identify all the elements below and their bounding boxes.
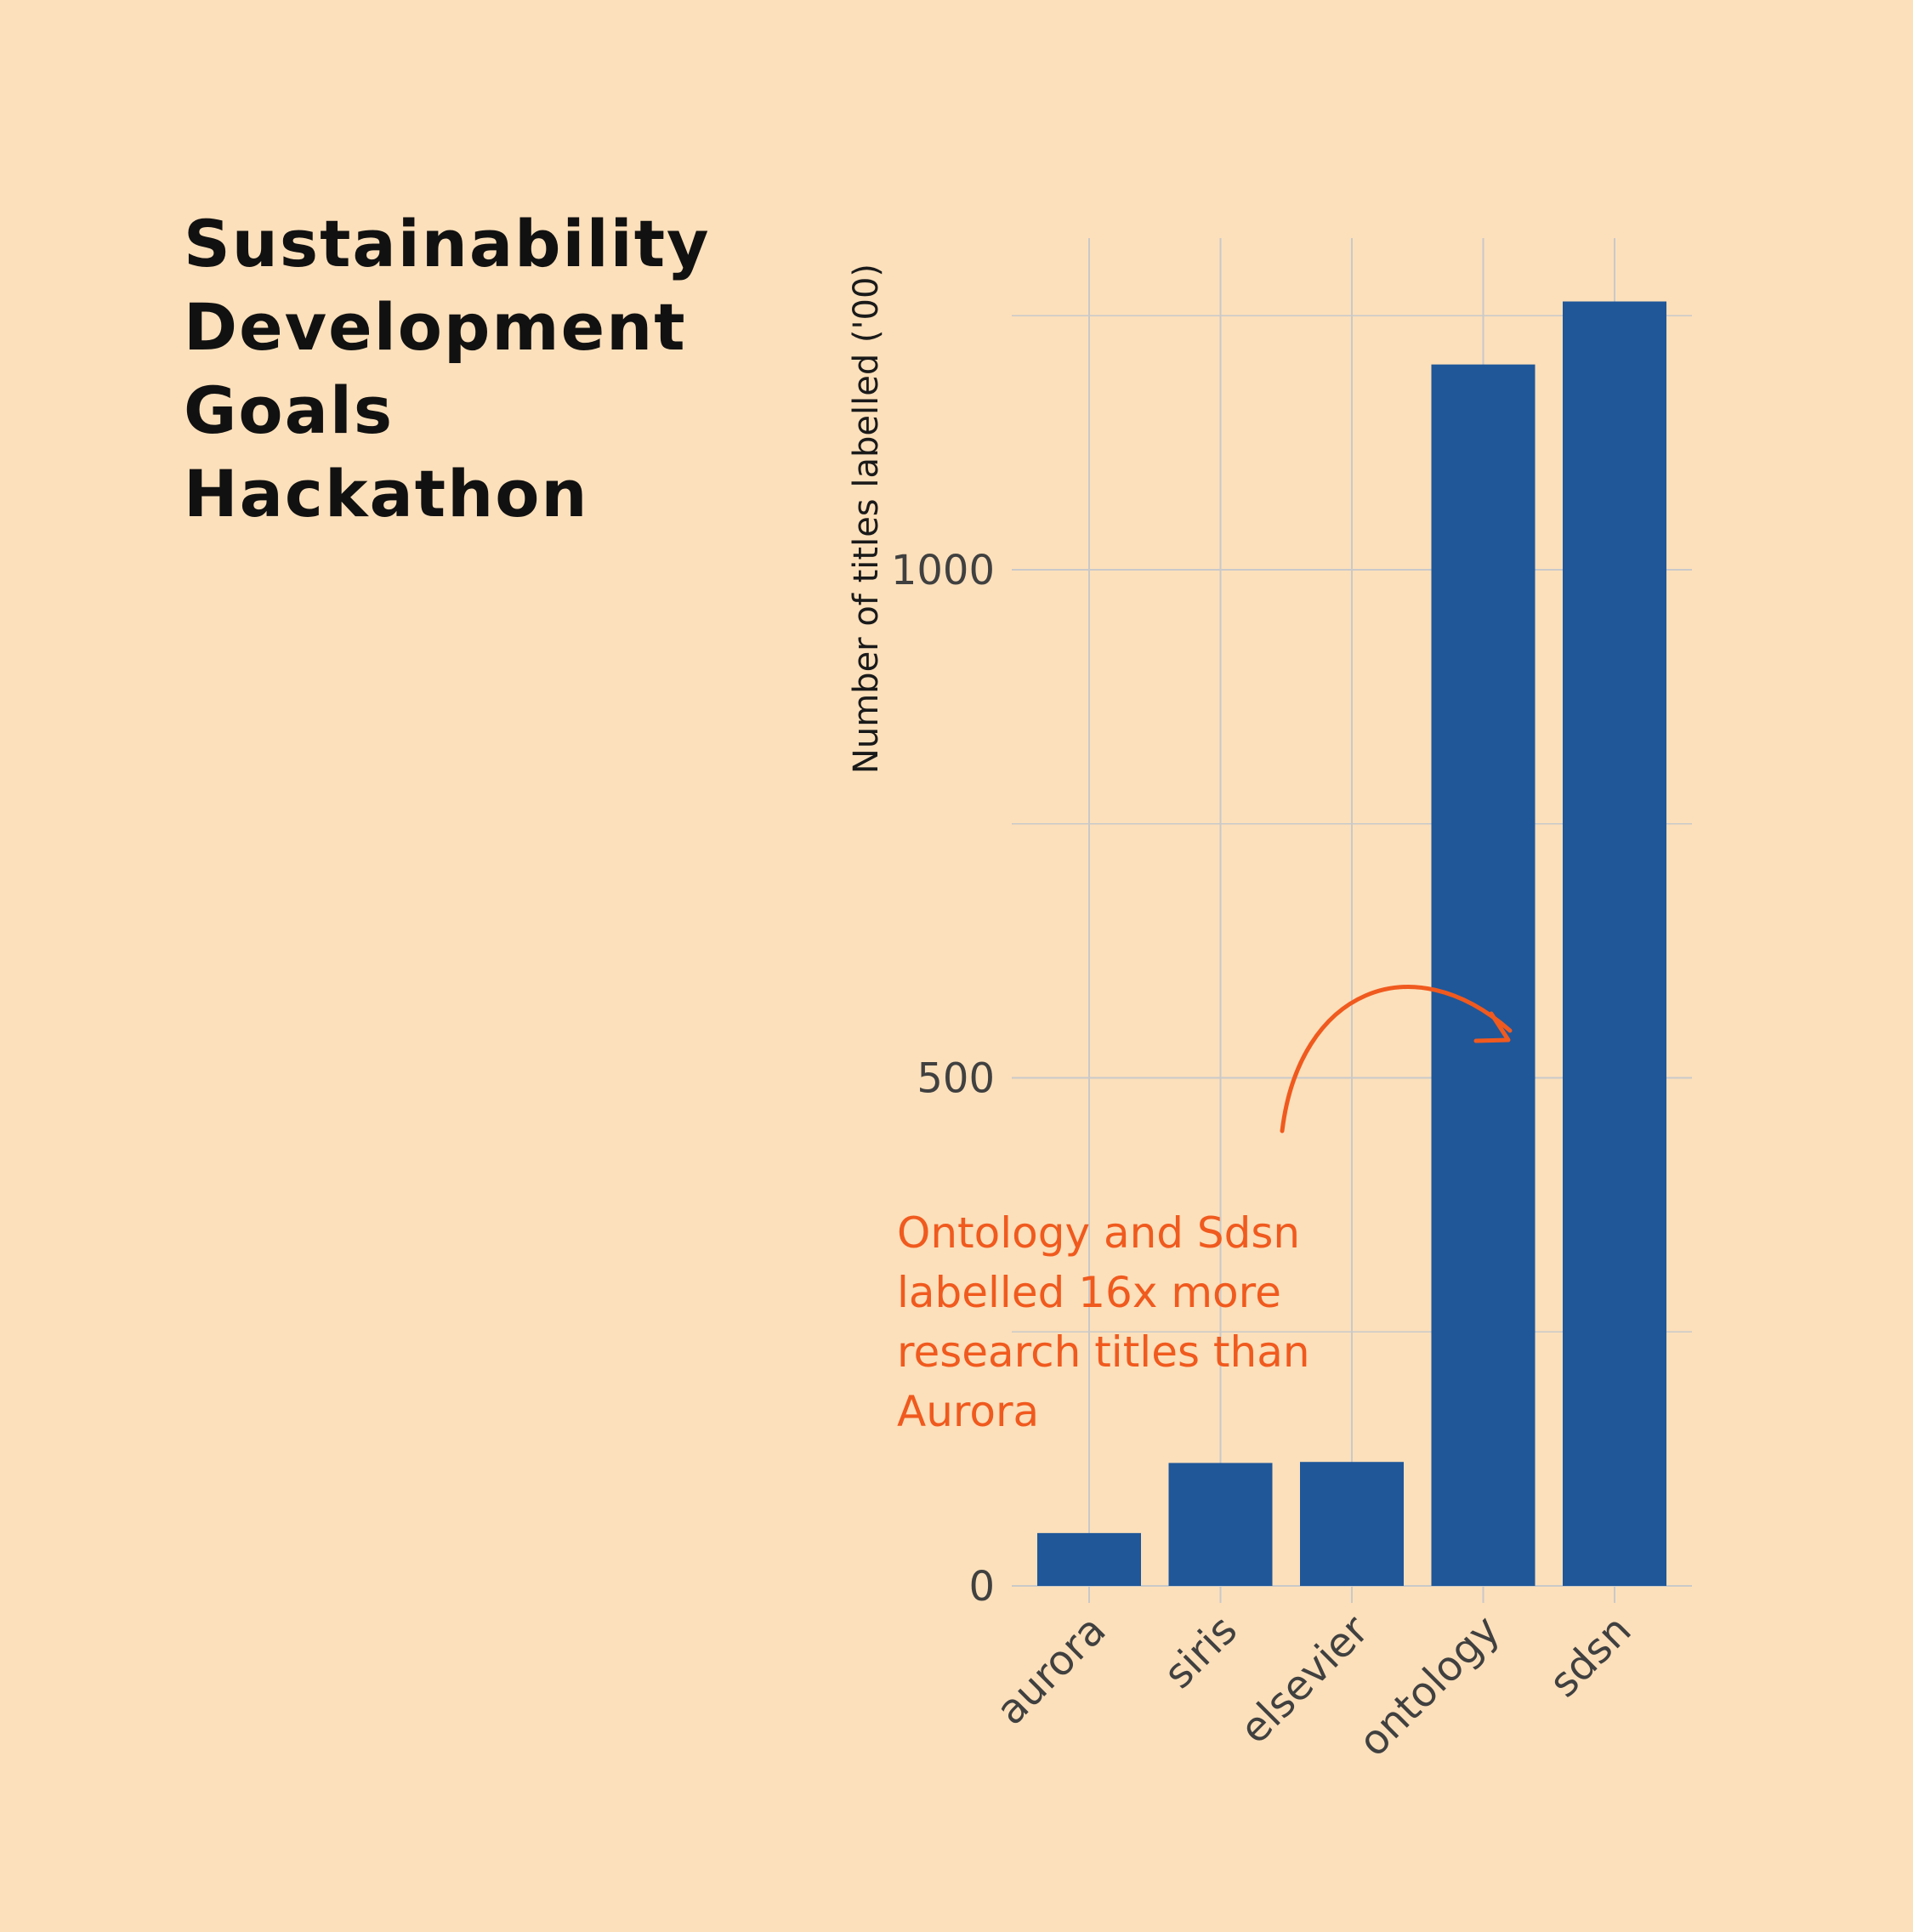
x-tick-label: ontology [1349, 1606, 1509, 1766]
annotation-line-4: Aurora [897, 1387, 1040, 1436]
page-title: Sustainability Development Goals Hackath… [184, 202, 779, 536]
title-line-2: Development [184, 289, 687, 365]
x-tick-label: siris [1155, 1606, 1246, 1698]
y-axis-ticks: 0 500 1000 [891, 547, 995, 1611]
annotation-line-2: labelled 16x more [897, 1268, 1281, 1317]
annotation-line-3: research titles than [897, 1327, 1310, 1377]
bar-siris [1168, 1463, 1273, 1586]
title-line-3: Goals [184, 372, 395, 448]
bar-aurora [1037, 1532, 1141, 1586]
bar-layer [1037, 301, 1666, 1586]
title-line-4: Hackathon [184, 456, 589, 531]
x-tick-label: sdsn [1540, 1606, 1640, 1707]
y-tick-label: 0 [968, 1563, 995, 1611]
annotation-text: Ontology and Sdsn labelled 16x more rese… [897, 1203, 1424, 1441]
y-axis-title: Number of titles labelled ('00) [847, 264, 886, 774]
title-line-1: Sustainability [184, 206, 711, 281]
y-tick-label: 500 [917, 1055, 995, 1103]
x-tick-label: aurora [987, 1606, 1115, 1735]
bar-sdsn [1563, 301, 1666, 1586]
y-tick-label: 1000 [891, 547, 995, 594]
bar-ontology [1431, 364, 1536, 1586]
curved-arrow-icon [1280, 985, 1513, 1134]
bar-elsevier [1300, 1462, 1404, 1586]
annotation-line-1: Ontology and Sdsn [897, 1208, 1301, 1258]
